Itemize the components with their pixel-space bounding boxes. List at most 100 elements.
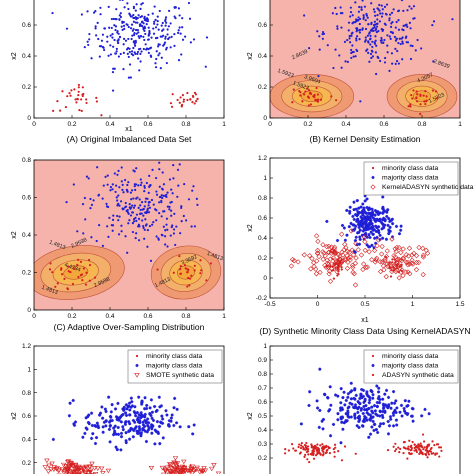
point-kerneladasyn-synthetic-data	[398, 269, 404, 275]
point-majority-class-data	[350, 51, 353, 55]
point-majority-class-data	[402, 28, 405, 32]
point-majority-class-data	[381, 206, 385, 211]
point-majority-class-data	[187, 425, 191, 429]
point-majority-class-data	[358, 396, 362, 401]
point-majority-class-data	[157, 424, 162, 429]
point-majority-class-data	[119, 15, 123, 19]
point-minority-class-data	[186, 98, 189, 102]
point-majority-class-data	[172, 423, 176, 428]
panel-caption: (D) Synthetic Minority Class Data Using …	[259, 326, 470, 336]
point-majority-class-data	[357, 414, 361, 418]
point-smote-synthetic-data	[100, 471, 106, 474]
point-majority-class-data	[182, 214, 185, 218]
point-majority-class-data	[156, 45, 160, 48]
point-majority-class-data	[205, 36, 209, 39]
point-majority-class-data	[378, 217, 382, 221]
y-tick-label: 0.2	[22, 84, 31, 91]
point-majority-class-data	[363, 220, 367, 224]
point-majority-class-data	[369, 415, 373, 419]
point-majority-class-data	[394, 224, 399, 228]
point-majority-class-data	[161, 417, 165, 421]
point-kerneladasyn-synthetic-data	[416, 259, 422, 266]
point-majority-class-data	[144, 200, 147, 203]
point-majority-class-data	[359, 205, 363, 209]
point-smote-synthetic-data	[182, 469, 188, 474]
point-kerneladasyn-synthetic-data	[405, 269, 411, 275]
point-smote-synthetic-data	[51, 467, 57, 472]
point-kerneladasyn-synthetic-data	[362, 239, 368, 245]
point-smote-synthetic-data	[167, 469, 174, 474]
point-majority-class-data	[380, 39, 383, 42]
point-majority-class-data	[320, 419, 324, 423]
point-majority-class-data	[139, 60, 142, 63]
point-majority-class-data	[367, 216, 372, 220]
point-majority-class-data	[164, 19, 167, 23]
point-kerneladasyn-synthetic-data	[317, 269, 323, 275]
point-majority-class-data	[94, 10, 97, 13]
point-majority-class-data	[356, 407, 360, 411]
point-kerneladasyn-synthetic-data	[352, 282, 359, 288]
point-majority-class-data	[107, 420, 112, 424]
y-tick-label: 0.4	[22, 232, 31, 239]
point-majority-class-data	[376, 218, 381, 222]
point-majority-class-data	[365, 205, 369, 210]
point-minority-class-data	[312, 95, 315, 98]
contour-label: 1.4813	[48, 240, 66, 251]
y-tick-label: 0.5	[258, 413, 267, 420]
point-majority-class-data	[350, 48, 353, 52]
point-adasyn-synthetic-data	[429, 448, 432, 451]
point-majority-class-data	[124, 403, 128, 407]
point-majority-class-data	[308, 47, 311, 50]
point-kerneladasyn-synthetic-data	[327, 278, 334, 284]
point-majority-class-data	[139, 52, 142, 55]
point-adasyn-synthetic-data	[287, 449, 291, 452]
y-tick-label: 0	[27, 307, 31, 314]
point-adasyn-synthetic-data	[402, 441, 406, 444]
point-kerneladasyn-synthetic-data	[361, 261, 367, 267]
point-kerneladasyn-synthetic-data	[326, 261, 332, 268]
point-minority-class-data	[190, 274, 193, 277]
point-majority-class-data	[370, 210, 375, 214]
point-majority-class-data	[138, 69, 141, 72]
point-majority-class-data	[374, 241, 378, 245]
x-tick-label: 0.2	[303, 121, 312, 128]
point-majority-class-data	[117, 233, 121, 236]
point-majority-class-data	[366, 412, 371, 416]
point-majority-class-data	[142, 22, 145, 25]
point-kerneladasyn-synthetic-data	[413, 267, 420, 273]
point-majority-class-data	[371, 228, 375, 232]
point-smote-synthetic-data	[162, 468, 168, 474]
point-majority-class-data	[367, 401, 371, 405]
point-smote-synthetic-data	[161, 472, 167, 474]
point-adasyn-synthetic-data	[415, 449, 418, 452]
point-majority-class-data	[366, 48, 369, 51]
point-majority-class-data	[165, 195, 168, 199]
point-adasyn-synthetic-data	[333, 443, 337, 446]
point-majority-class-data	[141, 208, 144, 211]
point-majority-class-data	[90, 203, 94, 206]
point-adasyn-synthetic-data	[304, 444, 307, 447]
point-majority-class-data	[340, 66, 343, 69]
x-tick-label: 0.4	[105, 313, 114, 320]
point-majority-class-data	[170, 209, 173, 212]
point-majority-class-data	[116, 199, 119, 202]
point-majority-class-data	[151, 223, 154, 226]
point-kerneladasyn-synthetic-data	[399, 267, 405, 273]
point-majority-class-data	[68, 401, 72, 405]
point-minority-class-data	[74, 98, 77, 101]
y-tick-label: 0.2	[22, 460, 31, 467]
point-majority-class-data	[356, 35, 359, 38]
x-tick-label: 1.5	[455, 301, 464, 308]
point-majority-class-data	[156, 431, 160, 436]
point-majority-class-data	[139, 34, 142, 38]
point-majority-class-data	[150, 36, 153, 39]
point-majority-class-data	[120, 413, 124, 417]
point-kerneladasyn-synthetic-data	[334, 269, 340, 275]
point-majority-class-data	[382, 28, 385, 31]
point-majority-class-data	[161, 234, 164, 237]
point-majority-class-data	[348, 37, 351, 40]
point-majority-class-data	[111, 218, 115, 222]
point-majority-class-data	[127, 37, 130, 41]
point-majority-class-data	[370, 2, 373, 5]
